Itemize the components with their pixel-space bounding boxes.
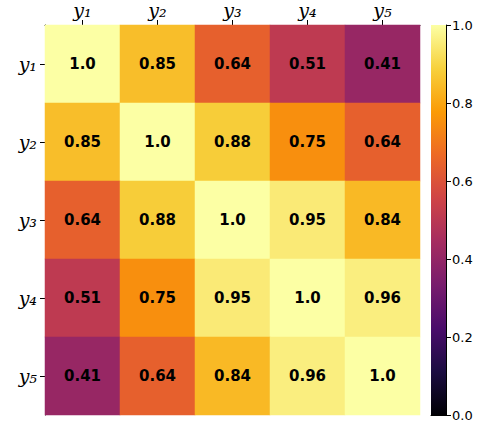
svg-text:0.41: 0.41 — [64, 367, 101, 385]
svg-text:y₅: y₅ — [18, 365, 38, 387]
svg-text:1.0: 1.0 — [144, 133, 171, 151]
svg-text:0.75: 0.75 — [289, 133, 326, 151]
svg-text:0.88: 0.88 — [139, 211, 176, 229]
svg-text:y₃: y₃ — [18, 209, 37, 231]
svg-text:0.41: 0.41 — [364, 55, 401, 73]
svg-text:1.0: 1.0 — [452, 18, 473, 33]
svg-text:0.96: 0.96 — [364, 289, 401, 307]
svg-text:0.6: 0.6 — [452, 174, 473, 189]
svg-text:0.2: 0.2 — [452, 330, 473, 345]
svg-text:0.64: 0.64 — [214, 55, 251, 73]
svg-text:0.75: 0.75 — [139, 289, 176, 307]
svg-text:y₄: y₄ — [297, 0, 316, 21]
svg-text:1.0: 1.0 — [294, 289, 321, 307]
svg-text:0.84: 0.84 — [214, 367, 251, 385]
svg-text:0.64: 0.64 — [64, 211, 101, 229]
svg-text:0.64: 0.64 — [364, 133, 401, 151]
svg-text:0.95: 0.95 — [289, 211, 326, 229]
svg-text:y₂: y₂ — [18, 131, 37, 153]
svg-text:y₃: y₃ — [222, 0, 241, 21]
svg-text:y₅: y₅ — [372, 0, 392, 21]
svg-text:0.51: 0.51 — [64, 289, 101, 307]
svg-text:0.51: 0.51 — [289, 55, 326, 73]
svg-text:0.8: 0.8 — [452, 96, 473, 111]
svg-text:0.88: 0.88 — [214, 133, 251, 151]
svg-text:0.85: 0.85 — [64, 133, 101, 151]
svg-text:y₁: y₁ — [18, 53, 37, 75]
svg-text:y₄: y₄ — [18, 287, 37, 309]
svg-text:1.0: 1.0 — [369, 367, 396, 385]
svg-text:y₁: y₁ — [72, 0, 91, 21]
svg-text:0.85: 0.85 — [139, 55, 176, 73]
svg-text:y₂: y₂ — [147, 0, 166, 21]
svg-text:0.4: 0.4 — [452, 252, 473, 267]
svg-text:1.0: 1.0 — [219, 211, 246, 229]
svg-text:1.0: 1.0 — [69, 55, 96, 73]
svg-text:0.96: 0.96 — [289, 367, 326, 385]
svg-text:0.64: 0.64 — [139, 367, 176, 385]
svg-text:0.95: 0.95 — [214, 289, 251, 307]
svg-text:0.84: 0.84 — [364, 211, 401, 229]
svg-text:0.0: 0.0 — [452, 408, 473, 423]
